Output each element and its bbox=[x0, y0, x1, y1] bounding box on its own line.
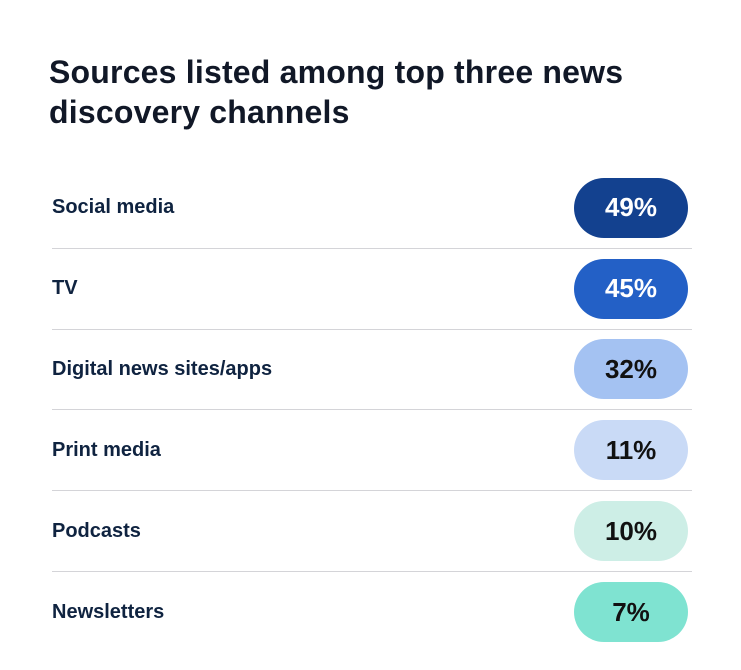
table-row: Podcasts 10% bbox=[52, 491, 692, 572]
value-pill: 10% bbox=[574, 501, 688, 562]
row-label: TV bbox=[52, 277, 78, 300]
row-label: Newsletters bbox=[52, 600, 165, 623]
value-pill: 49% bbox=[574, 177, 688, 238]
row-label: Social media bbox=[52, 196, 175, 219]
value-pill: 45% bbox=[574, 258, 688, 319]
value-pill: 32% bbox=[574, 339, 688, 400]
table-row: Newsletters 7% bbox=[52, 572, 692, 653]
chart-rows: Social media 49% TV 45% Digital news sites/a… bbox=[52, 168, 692, 653]
row-label: Digital news sites/apps bbox=[52, 357, 273, 380]
table-row: Print media 11% bbox=[52, 410, 692, 492]
value-pill: 7% bbox=[574, 582, 688, 643]
table-row: Digital news sites/apps 32% bbox=[52, 330, 692, 411]
chart-title: Sources listed among top three news disc… bbox=[49, 54, 624, 130]
value-pill: 11% bbox=[574, 420, 688, 481]
row-label: Print media bbox=[52, 438, 161, 461]
table-row: Social media 49% bbox=[52, 168, 692, 249]
row-label: Podcasts bbox=[52, 519, 141, 542]
table-row: TV 45% bbox=[52, 249, 692, 330]
